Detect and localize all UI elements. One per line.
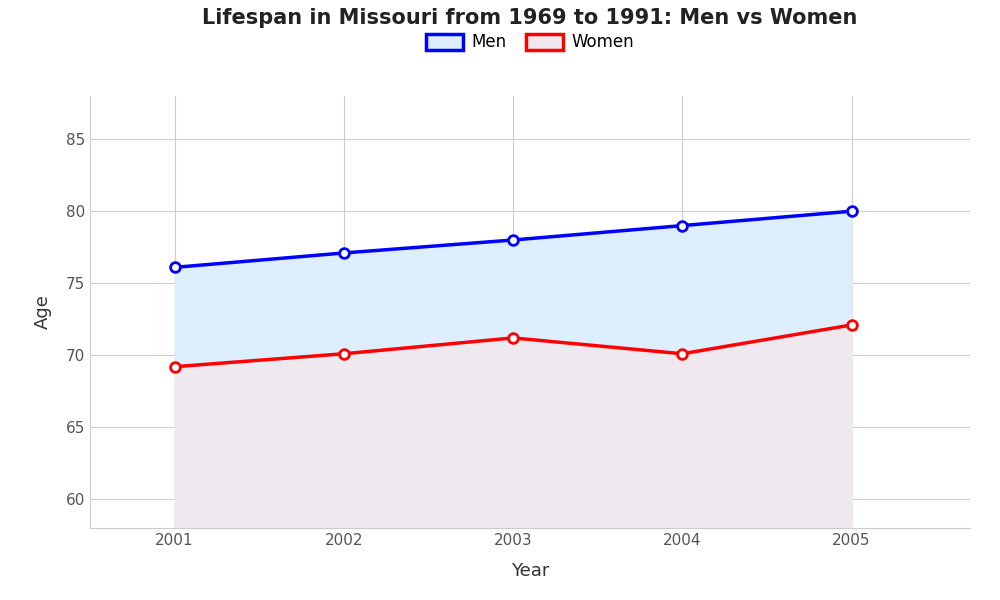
X-axis label: Year: Year	[511, 562, 549, 580]
Title: Lifespan in Missouri from 1969 to 1991: Men vs Women: Lifespan in Missouri from 1969 to 1991: …	[202, 8, 858, 28]
Legend: Men, Women: Men, Women	[419, 26, 641, 58]
Y-axis label: Age: Age	[34, 295, 52, 329]
